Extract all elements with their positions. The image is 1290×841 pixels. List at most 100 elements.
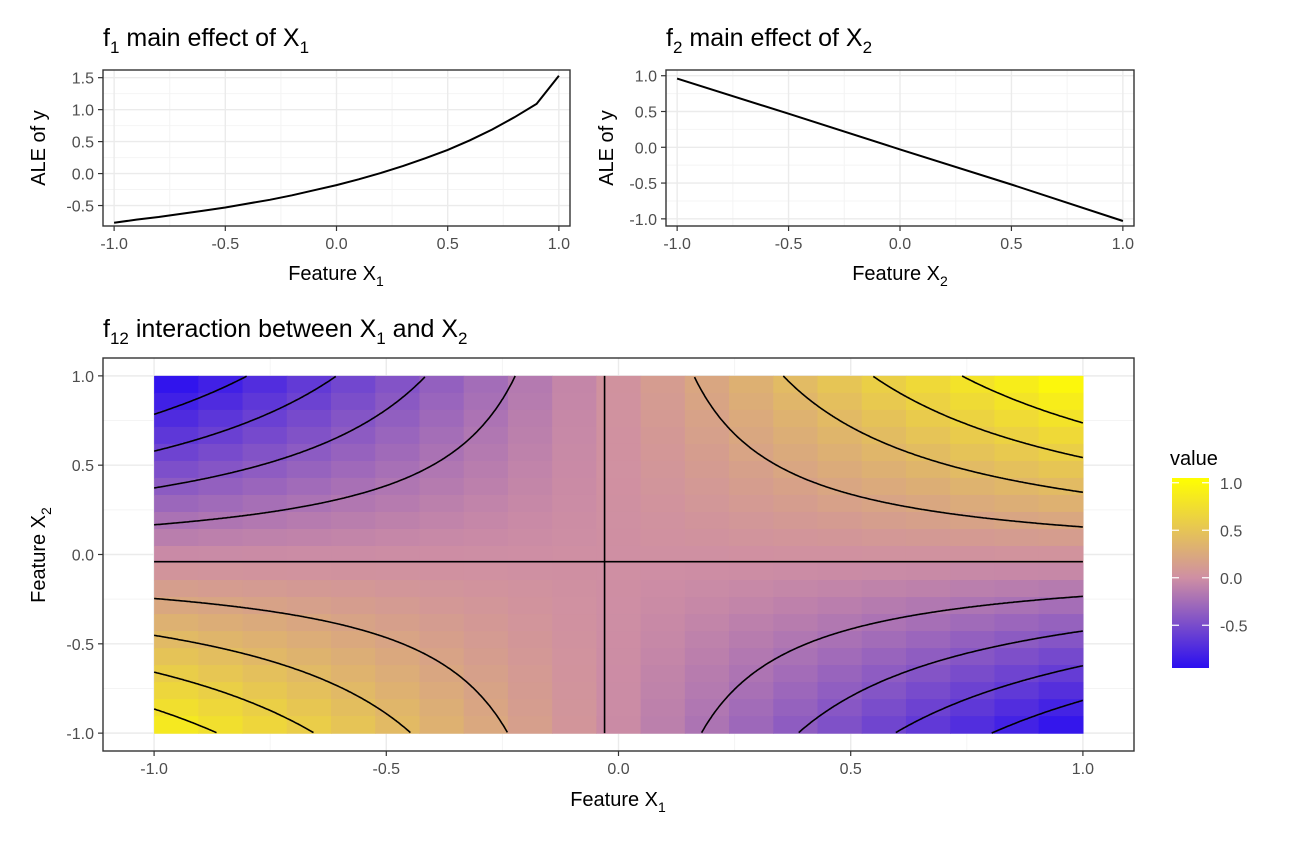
heatmap-tile [950,631,996,649]
heatmap-tile [1038,426,1084,445]
heatmap-tile [1038,563,1084,581]
heatmap-tile [596,699,642,717]
contour-line [153,708,217,734]
heatmap-tile [286,426,332,445]
heatmap-tile [684,716,730,734]
heatmap-tile [729,631,774,649]
heatmap-tile [286,409,332,428]
contour-line [153,375,247,416]
heatmap-tile [640,665,686,683]
heatmap-tile [773,375,819,394]
heatmap-tile [905,426,951,445]
heatmap-tile [286,614,332,632]
f2-gridlines [666,70,1134,226]
heatmap-tile [773,563,819,581]
heatmap-tile [286,443,332,462]
f12-x-tick-label: -0.5 [373,761,401,778]
heatmap-tile [640,392,686,411]
heatmap-tile [507,494,553,513]
heatmap-tile [950,665,996,683]
heatmap-tile [331,443,376,462]
heatmap-tile [1038,614,1084,632]
heatmap-tile [905,528,951,547]
heatmap-tile [552,631,597,649]
heatmap-tile [773,682,819,700]
f1-y-axis: -0.5 0.0 0.5 1.0 1.5 [66,71,103,216]
heatmap-tile [729,392,774,411]
f2-x-tick-label: -0.5 [775,236,803,253]
f12-interaction-panel: f12 interaction between X1 and X2 -1.0 -0… [28,315,1248,815]
heatmap-tile [198,614,244,632]
heatmap-tile [729,409,774,428]
heatmap-tile [950,580,996,598]
heatmap-tile [950,375,996,394]
f12-y-axis: -1.0 -0.5 0.0 0.5 1.0 [66,369,103,743]
heatmap-tile [242,614,288,632]
heatmap-tile [507,597,553,615]
heatmap-tile [331,392,376,411]
heatmap-tile [463,716,509,734]
heatmap-tile [950,648,996,666]
heatmap-tile [331,580,376,598]
heatmap-tile [552,443,597,462]
f12-x-tick-label: 0.5 [840,761,862,778]
heatmap-tile [994,665,1040,683]
heatmap-tile [817,665,863,683]
heatmap-tile [375,682,421,700]
heatmap-tile [419,409,465,428]
heatmap-tile [154,443,199,462]
heatmap-tile [242,477,288,496]
heatmap-tile [596,614,642,632]
heatmap-tile [950,597,996,615]
heatmap-tile [154,563,199,581]
heatmap-tile [552,477,597,496]
heatmap-tile [861,648,907,666]
heatmap-tile [1038,580,1084,598]
heatmap-tile [773,631,819,649]
heatmap-tile [198,563,244,581]
heatmap-tile [154,426,199,445]
contour-line [153,634,411,734]
heatmap-tile [331,409,376,428]
contour-line [782,375,1084,494]
heatmap-tile [154,580,199,598]
heatmap-tile [198,648,244,666]
heatmap-tile [684,699,730,717]
heatmap-tile [684,460,730,479]
heatmap-tile [331,597,376,615]
heatmap-tile [1038,392,1084,411]
heatmap-tile [994,682,1040,700]
heatmap-tile [552,494,597,513]
heatmap-tile [242,460,288,479]
heatmap-tile [905,375,951,394]
heatmap-tile [198,597,244,615]
heatmap-tile [419,545,465,564]
heatmap-tile [242,443,288,462]
heatmap-tile [198,528,244,547]
heatmap-tile [286,477,332,496]
heatmap-tile [640,528,686,547]
heatmap-tile [198,409,244,428]
heatmap-tile [286,375,332,394]
heatmap-tile [729,580,774,598]
heatmap-tile [994,426,1040,445]
f12-y-tick-label: 0.5 [72,458,94,475]
f12-y-tick-label: 1.0 [72,369,94,386]
heatmap-tile [154,699,199,717]
heatmap-tile [640,597,686,615]
heatmap-tile [552,699,597,717]
heatmap-tile [817,648,863,666]
heatmap-tile [596,494,642,513]
f1-x-tick-label: 0.0 [325,236,347,253]
heatmap-tile [552,545,597,564]
heatmap-tile [773,477,819,496]
heatmap-tile [463,494,509,513]
heatmap-tile [507,631,553,649]
heatmap-tile [950,392,996,411]
f2-x-tick-label: 1.0 [1112,236,1134,253]
heatmap-tile [419,614,465,632]
heatmap-tile [198,716,244,734]
f1-y-axis-title: ALE of y [28,110,50,186]
heatmap-tile [861,409,907,428]
heatmap-tile [419,716,465,734]
